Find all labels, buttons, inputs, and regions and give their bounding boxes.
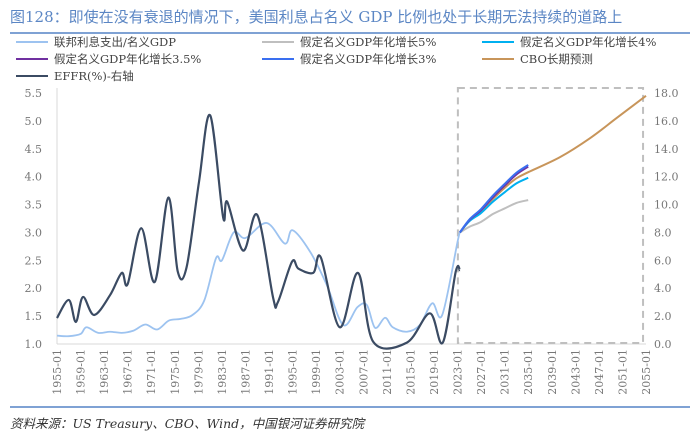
- y-left-tick-label: 3.0: [25, 226, 43, 239]
- x-tick-label: 2023-01: [452, 349, 465, 395]
- source-note: 资料来源：US Treasury、CBO、Wind，中国银河证券研究院: [10, 416, 365, 431]
- y-right-tick-label: 8.0: [654, 226, 672, 239]
- series-line-2: [459, 176, 529, 234]
- legend-item: 假定名义GDP年化增长3.5%: [16, 51, 201, 67]
- x-tick-label: 2007-01: [357, 349, 370, 395]
- y-left-tick-label: 5.5: [25, 87, 43, 100]
- series-line-5: [459, 94, 647, 234]
- y-right-tick-label: 16.0: [654, 115, 679, 128]
- legend-label: 假定名义GDP年化增长5%: [300, 35, 437, 49]
- series-line-0: [56, 222, 461, 338]
- legend-item: CBO长期预测: [482, 51, 593, 67]
- x-tick-label: 1971-01: [145, 349, 158, 395]
- y-left-tick-label: 4.0: [25, 171, 43, 184]
- legend-label: 假定名义GDP年化增长3.5%: [54, 52, 202, 66]
- legend-swatch: [262, 40, 294, 44]
- x-tick-label: 1991-01: [263, 349, 276, 395]
- legend-swatch: [16, 57, 48, 61]
- x-tick-label: 2051-01: [616, 349, 629, 395]
- legend-swatch: [16, 74, 48, 78]
- legend-swatch: [262, 57, 294, 61]
- y-right-tick-label: 4.0: [654, 282, 672, 295]
- y-left-tick-label: 1.0: [25, 338, 43, 351]
- x-tick-label: 2043-01: [569, 349, 582, 395]
- legend-item: 联邦利息支出/名义GDP: [16, 34, 176, 50]
- x-tick-label: 2019-01: [428, 349, 441, 395]
- figure-title: 图128：即使在没有衰退的情况下，美国利息占名义 GDP 比例也处于长期无法持续…: [10, 8, 623, 26]
- x-tick-label: 1987-01: [239, 349, 252, 395]
- y-left-tick-label: 5.0: [25, 115, 43, 128]
- y-right-tick-label: 14.0: [654, 143, 679, 156]
- y-left-tick-label: 4.5: [25, 143, 43, 156]
- y-right-tick-label: 12.0: [654, 171, 679, 184]
- legend-swatch: [16, 40, 48, 44]
- y-left-tick-label: 1.5: [25, 310, 43, 323]
- x-tick-label: 1983-01: [216, 349, 229, 395]
- legend-item: 假定名义GDP年化增长4%: [482, 34, 656, 50]
- x-tick-label: 1959-01: [75, 349, 88, 395]
- y-right-tick-label: 18.0: [654, 87, 679, 100]
- y-left-tick-label: 3.5: [25, 199, 43, 212]
- title-divider: [10, 32, 690, 34]
- y-right-tick-label: 6.0: [654, 254, 672, 267]
- x-tick-label: 1955-01: [51, 349, 64, 395]
- legend-swatch: [482, 57, 514, 61]
- x-tick-label: 2039-01: [546, 349, 559, 395]
- y-right-tick-label: 0.0: [654, 338, 672, 351]
- legend-item: 假定名义GDP年化增长5%: [262, 34, 436, 50]
- y-left-tick-label: 2.0: [25, 282, 43, 295]
- x-tick-label: 2031-01: [499, 349, 512, 395]
- legend-item: 假定名义GDP年化增长3%: [262, 51, 436, 67]
- series-line-4: [459, 164, 529, 234]
- x-tick-label: 1963-01: [98, 349, 111, 395]
- forecast-dashed-box: [456, 87, 645, 344]
- x-tick-label: 1979-01: [192, 349, 205, 395]
- y-right-tick-label: 2.0: [654, 310, 672, 323]
- x-tick-label: 2035-01: [522, 349, 535, 395]
- x-tick-label: 2015-01: [404, 349, 417, 395]
- series-line-6: [56, 114, 461, 350]
- source-divider: [10, 406, 690, 408]
- x-tick-label: 1967-01: [122, 349, 135, 395]
- y-left-tick-label: 2.5: [25, 254, 43, 267]
- x-tick-label: 1999-01: [310, 349, 323, 395]
- legend-item: EFFR(%)-右轴: [16, 68, 134, 84]
- x-tick-label: 2003-01: [334, 349, 347, 395]
- x-tick-label: 1995-01: [287, 349, 300, 395]
- x-tick-label: 2011-01: [381, 349, 394, 395]
- legend-label: CBO长期预测: [520, 52, 593, 66]
- legend-label: EFFR(%)-右轴: [54, 69, 134, 83]
- x-tick-label: 2027-01: [475, 349, 488, 395]
- x-tick-label: 1975-01: [169, 349, 182, 395]
- legend-swatch: [482, 40, 514, 44]
- legend-label: 联邦利息支出/名义GDP: [54, 35, 177, 49]
- legend-label: 假定名义GDP年化增长4%: [520, 35, 657, 49]
- series-line-1: [459, 199, 529, 234]
- legend-label: 假定名义GDP年化增长3%: [300, 52, 437, 66]
- x-tick-label: 2047-01: [593, 349, 606, 395]
- x-tick-label: 2055-01: [640, 349, 653, 395]
- y-right-tick-label: 10.0: [654, 199, 679, 212]
